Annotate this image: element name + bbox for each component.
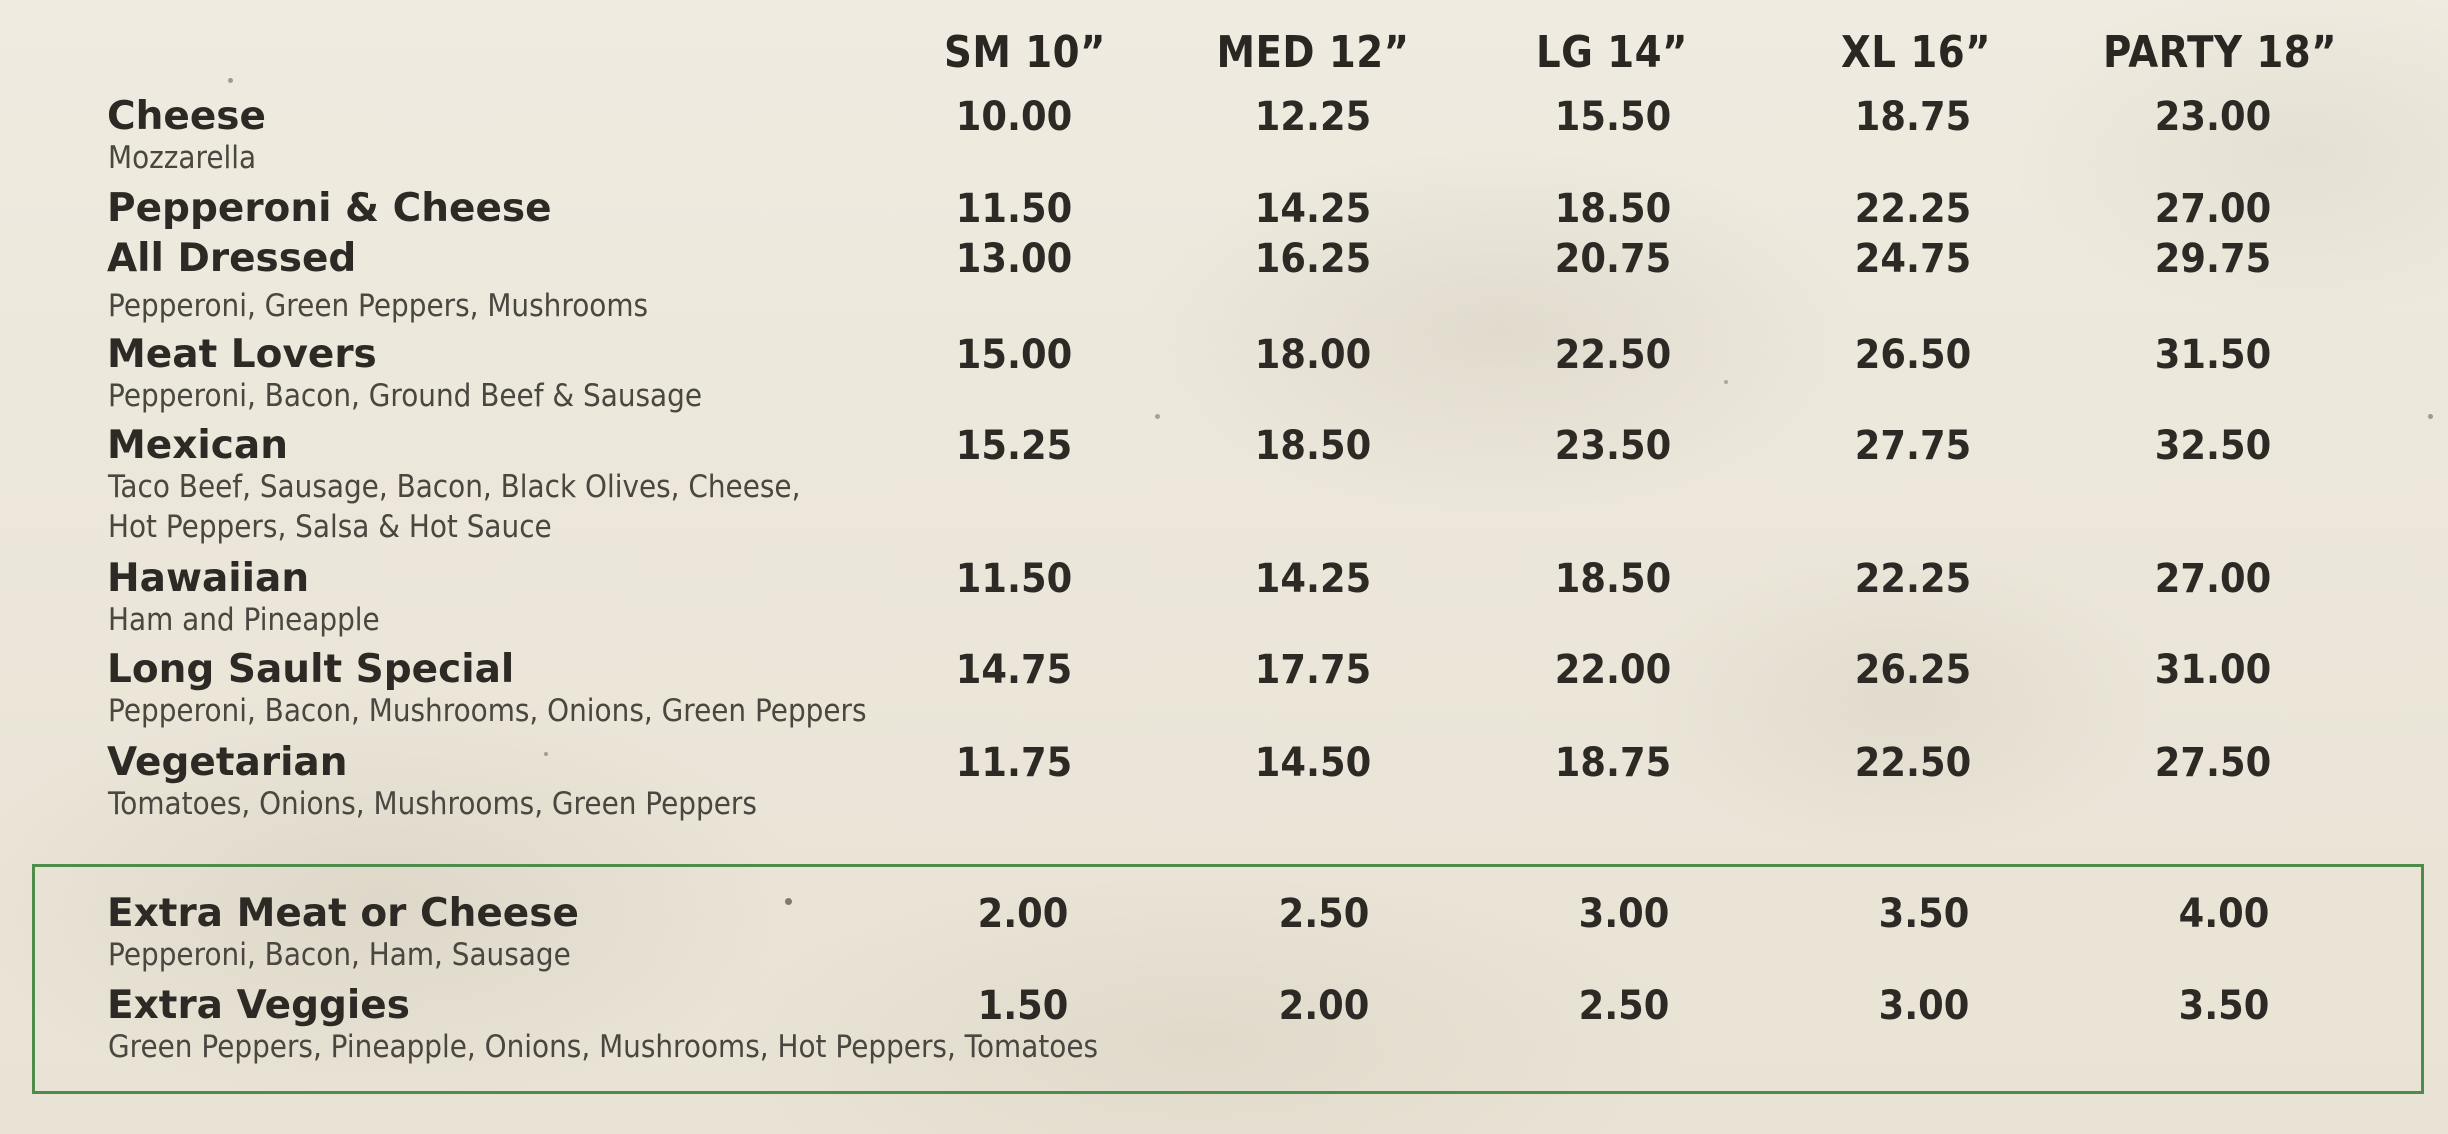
price-xl: 22.50 [1854,740,1972,786]
price-lg: 15.50 [1554,94,1672,140]
paper-speck [228,78,233,83]
price-med: 2.00 [1278,983,1370,1029]
price-med: 2.50 [1278,891,1370,937]
price-xl: 22.25 [1854,556,1972,602]
paper-speck [1724,380,1728,384]
price-sm: 13.00 [955,236,1073,282]
paper-speck [785,898,792,905]
size-header-med: MED 12” [1216,27,1410,78]
price-med: 14.25 [1254,186,1372,232]
price-sm: 15.25 [955,423,1073,469]
price-sm: 2.00 [977,891,1069,937]
extras-box [32,864,2424,1094]
item-description: Green Peppers, Pineapple, Onions, Mushro… [108,1029,1099,1065]
size-header-lg: LG 14” [1536,27,1688,78]
price-lg: 18.50 [1554,186,1672,232]
price-party: 27.00 [2154,186,2272,232]
price-party: 3.50 [2178,983,2270,1029]
item-description: Pepperoni, Bacon, Ground Beef & Sausage [108,378,703,414]
item-name: Pepperoni & Cheese [107,186,552,231]
price-lg: 22.50 [1554,332,1672,378]
item-description: Pepperoni, Bacon, Mushrooms, Onions, Gre… [108,693,867,729]
price-med: 14.25 [1254,556,1372,602]
item-description: Mozzarella [108,140,257,176]
item-name: All Dressed [107,236,357,281]
item-name: Long Sault Special [107,647,515,692]
item-name: Vegetarian [107,740,348,785]
price-med: 12.25 [1254,94,1372,140]
price-xl: 24.75 [1854,236,1972,282]
price-lg: 23.50 [1554,423,1672,469]
item-name: Meat Lovers [107,332,377,377]
price-sm: 11.50 [955,186,1073,232]
size-header-party: PARTY 18” [2102,27,2338,78]
price-party: 32.50 [2154,423,2272,469]
price-lg: 3.00 [1578,891,1670,937]
price-party: 29.75 [2154,236,2272,282]
paper-speck [1155,414,1160,419]
price-party: 4.00 [2178,891,2270,937]
price-sm: 1.50 [977,983,1069,1029]
item-name: Mexican [107,423,288,468]
price-xl: 18.75 [1854,94,1972,140]
price-xl: 27.75 [1854,423,1972,469]
price-sm: 11.50 [955,556,1073,602]
item-description: Taco Beef, Sausage, Bacon, Black Olives,… [108,469,801,505]
price-med: 16.25 [1254,236,1372,282]
item-name: Hawaiian [107,556,310,601]
paper-speck [2428,414,2433,419]
price-med: 14.50 [1254,740,1372,786]
price-xl: 26.25 [1854,647,1972,693]
size-header-sm: SM 10” [944,27,1106,78]
item-name: Extra Meat or Cheese [107,891,579,936]
price-lg: 18.75 [1554,740,1672,786]
price-lg: 18.50 [1554,556,1672,602]
price-sm: 11.75 [955,740,1073,786]
price-sm: 10.00 [955,94,1073,140]
item-description: Ham and Pineapple [108,602,380,638]
price-med: 17.75 [1254,647,1372,693]
price-sm: 15.00 [955,332,1073,378]
price-party: 31.00 [2154,647,2272,693]
price-party: 27.50 [2154,740,2272,786]
paper-speck [544,752,548,756]
item-name: Extra Veggies [107,983,410,1028]
price-xl: 26.50 [1854,332,1972,378]
price-xl: 22.25 [1854,186,1972,232]
item-description: Pepperoni, Green Peppers, Mushrooms [108,288,649,324]
size-header-xl: XL 16” [1841,27,1991,78]
item-description: Pepperoni, Bacon, Ham, Sausage [108,937,571,973]
price-lg: 2.50 [1578,983,1670,1029]
price-party: 31.50 [2154,332,2272,378]
price-sm: 14.75 [955,647,1073,693]
price-lg: 20.75 [1554,236,1672,282]
price-xl: 3.50 [1878,891,1970,937]
item-description: Tomatoes, Onions, Mushrooms, Green Peppe… [108,786,757,822]
price-party: 23.00 [2154,94,2272,140]
price-lg: 22.00 [1554,647,1672,693]
price-med: 18.50 [1254,423,1372,469]
item-name: Cheese [107,94,266,139]
item-description: Hot Peppers, Salsa & Hot Sauce [108,509,552,545]
price-xl: 3.00 [1878,983,1970,1029]
price-med: 18.00 [1254,332,1372,378]
price-party: 27.00 [2154,556,2272,602]
